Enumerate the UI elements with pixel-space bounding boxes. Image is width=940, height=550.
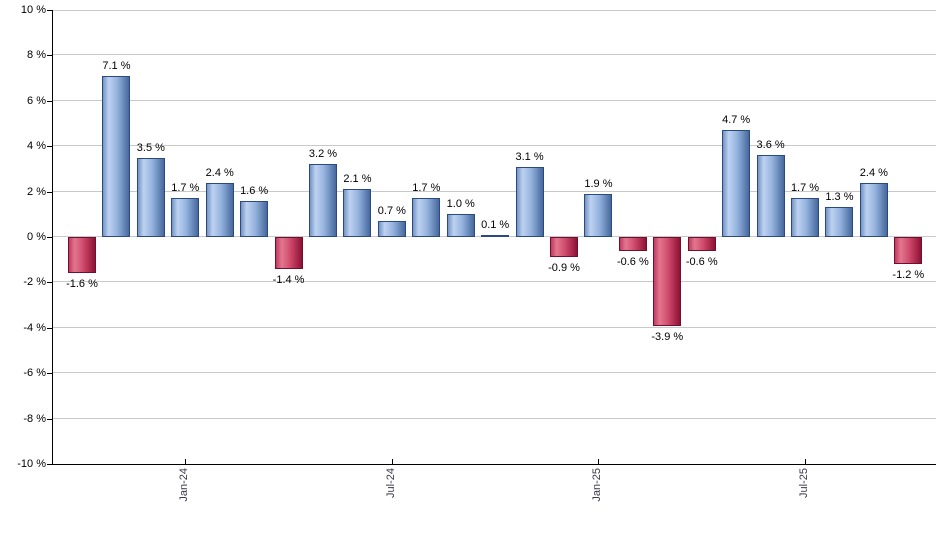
gridline (53, 372, 936, 374)
bar[interactable] (756, 155, 785, 237)
bar[interactable] (687, 237, 716, 251)
bar-value-label: -0.6 % (616, 255, 649, 268)
bar-value-label: 1.7 % (171, 182, 200, 195)
y-axis-label: -6 % (23, 367, 46, 380)
bar-value-label: 3.1 % (515, 150, 544, 163)
bar-value-label: 3.2 % (308, 148, 338, 161)
bar-value-label: 4.7 % (722, 114, 751, 127)
y-axis-label: 4 % (27, 140, 46, 153)
bar-value-label: 2.1 % (343, 173, 372, 186)
bar[interactable] (343, 189, 372, 237)
y-axis-label: 10 % (20, 4, 46, 16)
x-axis-tick (805, 459, 807, 464)
y-axis-label: 2 % (27, 185, 46, 198)
x-axis-label: Jan-24 (178, 468, 191, 502)
bar[interactable] (136, 157, 165, 237)
y-axis-tick (47, 373, 52, 375)
bar[interactable] (205, 182, 234, 237)
bar-value-label: 1.7 % (790, 182, 820, 195)
bar[interactable] (894, 237, 923, 265)
gridline (53, 99, 936, 101)
bar-value-label: -0.9 % (548, 262, 580, 275)
y-axis-label: -4 % (23, 321, 46, 334)
gridline (53, 54, 936, 56)
bar-value-label: -1.2 % (892, 269, 925, 282)
gridline (53, 190, 936, 192)
bar-value-label: -1.6 % (66, 278, 98, 291)
y-axis-label: -2 % (23, 276, 46, 289)
bar-value-label: 2.4 % (859, 166, 888, 179)
x-axis-label: Jan-25 (591, 468, 604, 502)
bar[interactable] (102, 75, 131, 237)
y-axis-label: 0 % (27, 231, 46, 243)
y-axis-tick (47, 464, 52, 465)
x-axis-tick (185, 459, 187, 464)
y-axis-label: 6 % (27, 94, 46, 107)
bar-value-label: -1.4 % (272, 273, 305, 286)
y-axis-label: 8 % (27, 49, 46, 62)
bar[interactable] (171, 198, 200, 237)
gridline (53, 281, 936, 283)
bar[interactable] (68, 237, 96, 274)
bar-value-label: 7.1 % (102, 59, 131, 72)
bar[interactable] (309, 164, 337, 237)
bar-value-label: 3.5 % (136, 141, 165, 154)
bar[interactable] (722, 130, 751, 237)
plot-area: -1.6 % 7.1 % 3.5 % 1.7 % 2.4 % 1.6 % -1.4 % 3.2… (52, 10, 936, 465)
bar-value-label: 2.4 % (205, 166, 234, 179)
bar[interactable] (584, 193, 613, 237)
bar[interactable] (825, 207, 854, 237)
bar[interactable] (515, 166, 544, 237)
y-axis-tick (47, 282, 52, 284)
bar-value-label: 1.7 % (412, 182, 441, 195)
gridline (53, 145, 936, 147)
bar[interactable] (240, 200, 269, 237)
y-axis-tick (47, 327, 52, 329)
bar[interactable] (377, 221, 406, 237)
bar-value-label: 0.1 % (481, 218, 510, 231)
bar-value-label: 1.9 % (584, 177, 613, 190)
bar[interactable] (274, 237, 303, 269)
bar[interactable] (791, 198, 820, 237)
bar[interactable] (412, 198, 441, 237)
gridline (53, 10, 936, 11)
bar-value-label: 0.7 % (377, 205, 406, 218)
x-axis-tick (598, 459, 600, 464)
y-axis-tick (47, 146, 52, 148)
bar-value-label: 1.0 % (446, 198, 475, 211)
y-axis-tick (47, 55, 52, 57)
y-axis-label: -8 % (23, 412, 46, 425)
bar-value-label: -3.9 % (651, 330, 684, 343)
y-axis-tick (47, 237, 52, 238)
bar[interactable] (446, 214, 475, 237)
bar-value-label: 3.6 % (756, 139, 785, 152)
y-axis-tick (47, 100, 52, 102)
bar[interactable] (550, 237, 579, 258)
bar-value-label: 1.6 % (240, 184, 269, 197)
bar[interactable] (481, 234, 510, 237)
bar[interactable] (859, 182, 888, 237)
bar-value-label: -0.6 % (685, 255, 718, 268)
x-axis-label: Jul-24 (384, 468, 397, 498)
gridline (53, 326, 936, 328)
y-axis-label: -10 % (17, 458, 46, 470)
y-axis-tick (47, 191, 52, 193)
x-axis-label: Jul-25 (798, 468, 811, 498)
bar[interactable] (653, 237, 682, 326)
y-axis-tick (47, 418, 52, 420)
bar-value-label: 1.3 % (825, 191, 854, 204)
gridline (53, 417, 936, 419)
y-axis-tick (47, 10, 52, 11)
x-axis-tick (391, 459, 393, 464)
bar[interactable] (618, 237, 647, 251)
